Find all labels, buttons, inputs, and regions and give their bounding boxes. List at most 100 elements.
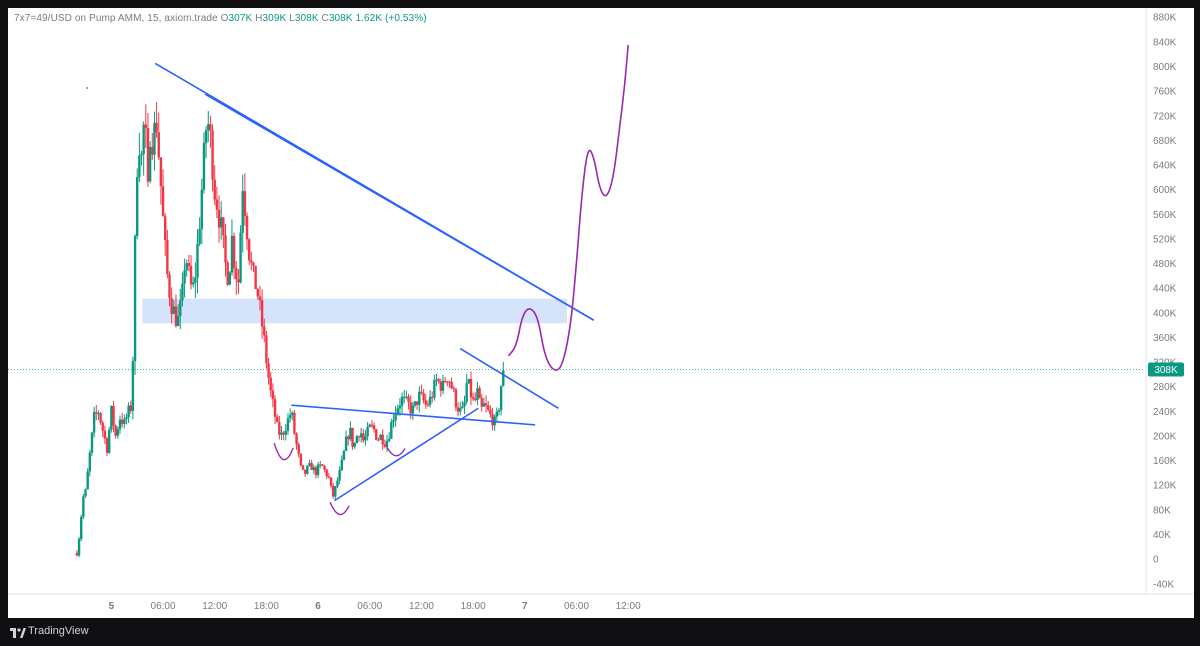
change-value: 1.62K (+0.53%) <box>355 13 427 24</box>
candle <box>433 374 436 401</box>
candle <box>331 483 335 499</box>
x-tick-label: 6 <box>315 601 321 612</box>
triangle-bottom-line[interactable] <box>334 407 479 502</box>
candle <box>342 449 346 461</box>
close-label: C <box>321 13 329 24</box>
projection-path[interactable] <box>507 44 629 371</box>
candle <box>84 488 87 498</box>
candle <box>426 400 430 407</box>
candle <box>90 431 94 457</box>
y-tick-label: 160K <box>1153 456 1177 467</box>
candles-layer <box>75 102 505 558</box>
price-chart[interactable]: 880K840K800K760K720K680K640K600K560K520K… <box>8 8 1194 618</box>
candle <box>308 459 311 467</box>
candle <box>465 374 468 405</box>
candle <box>265 331 268 369</box>
candle <box>125 413 128 425</box>
candle <box>260 289 264 339</box>
chart-panel[interactable]: 880K 840K 800K 760K 720K 680K 640K 600K 560K 520K… <box>8 8 1194 618</box>
candle <box>405 390 408 400</box>
candle <box>103 425 107 445</box>
triangle-top-line[interactable] <box>291 404 536 426</box>
x-tick-label: 5 <box>109 601 115 612</box>
candle <box>108 426 111 455</box>
tradingview-logo-icon <box>10 628 26 638</box>
candle <box>269 371 272 397</box>
candle <box>392 414 395 428</box>
price-tag-label: 308K <box>1154 365 1178 376</box>
candle <box>338 466 341 484</box>
candle <box>476 382 479 406</box>
candle <box>295 432 298 450</box>
candle <box>383 439 387 449</box>
candle <box>325 468 328 480</box>
candle <box>191 276 195 288</box>
candle <box>357 435 361 442</box>
candle <box>372 422 376 433</box>
candle <box>278 415 281 440</box>
candle <box>487 400 490 412</box>
y-tick-label: 680K <box>1153 136 1177 147</box>
candle <box>390 418 393 440</box>
candle <box>469 371 473 406</box>
candle <box>211 124 214 192</box>
candle <box>394 406 397 427</box>
candle <box>491 407 494 431</box>
candle <box>271 383 275 408</box>
candle <box>224 223 227 277</box>
candle <box>75 550 79 557</box>
support-zone[interactable] <box>142 298 568 324</box>
candle <box>280 426 283 440</box>
candle <box>163 213 167 257</box>
candle <box>381 429 384 451</box>
candle <box>146 113 150 187</box>
candle <box>161 169 165 217</box>
candle <box>454 387 458 412</box>
candle <box>176 304 180 327</box>
candle <box>398 398 402 416</box>
candle <box>446 380 449 387</box>
candle <box>467 378 471 385</box>
candle <box>174 294 178 328</box>
candle <box>407 393 410 410</box>
x-tick-label: 7 <box>522 601 528 612</box>
candle <box>198 217 201 247</box>
candle <box>88 450 92 477</box>
candle <box>185 259 188 277</box>
candle <box>387 432 391 443</box>
candle <box>439 378 443 397</box>
candle <box>217 195 221 243</box>
candle <box>118 415 122 435</box>
x-tick-label: 06:00 <box>357 601 382 612</box>
candle <box>101 420 104 438</box>
cup-drawing-bottom[interactable] <box>329 501 350 516</box>
x-axis[interactable]: 5 06:00 12:00 18:00 6 06:00 12:00 18:00 7 06:00 12… <box>109 601 642 612</box>
candle <box>400 392 404 414</box>
candle <box>385 435 389 452</box>
candle <box>282 430 285 441</box>
candle <box>450 377 453 390</box>
candle <box>428 390 432 408</box>
cup-drawing-middle[interactable] <box>385 445 406 457</box>
candle <box>181 272 184 307</box>
candle <box>312 464 315 474</box>
candle <box>133 234 137 375</box>
candle <box>77 536 81 558</box>
y-tick-label: 240K <box>1153 407 1177 418</box>
candle <box>297 442 300 458</box>
candle <box>314 465 318 479</box>
candle <box>228 271 232 285</box>
candle <box>129 400 132 414</box>
candle <box>351 427 354 450</box>
candle <box>105 436 109 457</box>
candle <box>120 412 124 428</box>
candle <box>237 269 240 295</box>
candle <box>153 111 156 171</box>
tradingview-brand: TradingView <box>28 625 89 637</box>
short-downtrend-line[interactable] <box>459 347 559 409</box>
cup-drawing-left[interactable] <box>273 442 294 461</box>
descending-trendline-secondary[interactable] <box>204 93 595 321</box>
candle <box>353 442 356 449</box>
candle <box>349 421 352 442</box>
candle <box>123 414 126 429</box>
